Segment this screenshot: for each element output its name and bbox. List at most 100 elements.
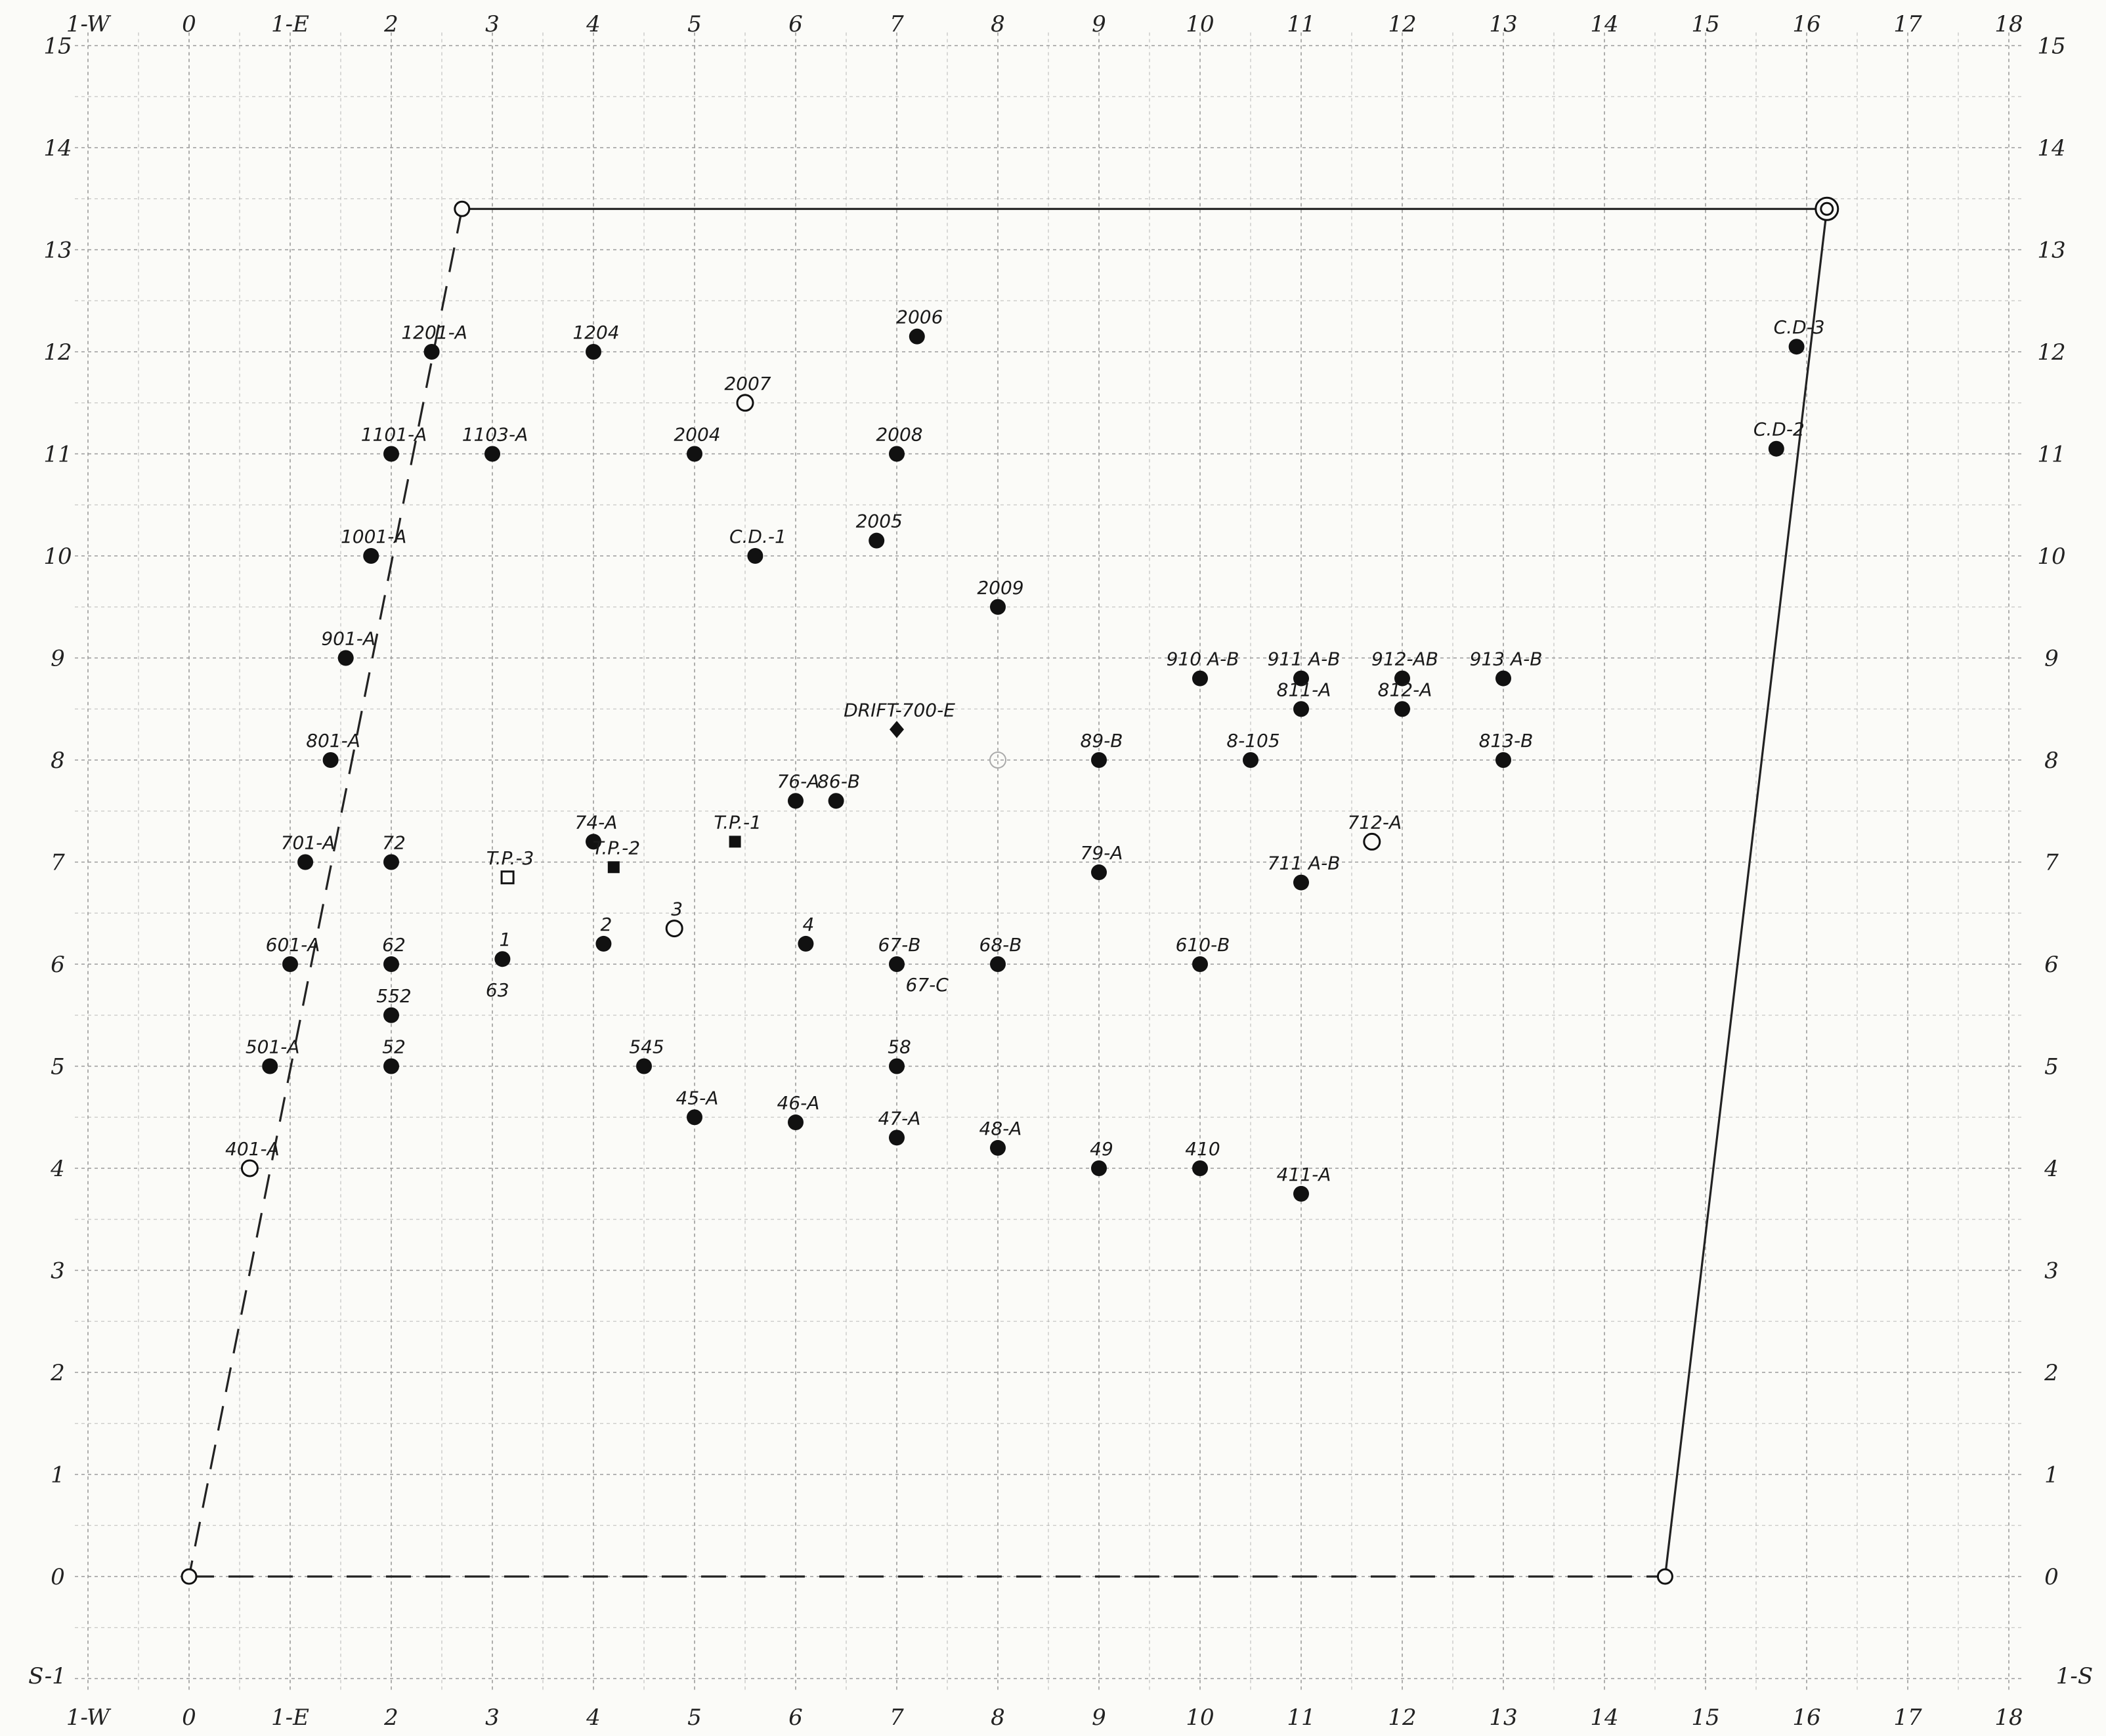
- point-601-a-label: 601-A: [266, 934, 320, 956]
- y-tick-label-right: 10: [2037, 543, 2065, 570]
- grid-lines: [75, 32, 2022, 1692]
- x-tick-label-bottom: 1-E: [271, 1704, 309, 1731]
- point-813-b-marker: [1495, 752, 1511, 768]
- point-1101-a-label: 1101-A: [361, 424, 427, 446]
- point-67-b-label: 67-B: [878, 934, 921, 956]
- point-801-a-label: 801-A: [306, 730, 360, 752]
- y-tick-label-left: 4: [50, 1156, 65, 1182]
- point-t-p-1-marker: [729, 836, 741, 848]
- point-811-a-marker: [1293, 701, 1309, 717]
- point-1201-a-label: 1201-A: [401, 322, 467, 343]
- x-tick-label-bottom: 7: [890, 1704, 904, 1731]
- point-610-b-marker: [1192, 956, 1208, 972]
- boundary-corner-marker: [1656, 1568, 1673, 1585]
- y-tick-label-left: 2: [50, 1360, 65, 1386]
- y-tick-label-right: 2: [2044, 1360, 2059, 1386]
- x-tick-label-top: 7: [890, 11, 904, 37]
- y-tick-label-left: 9: [51, 646, 65, 672]
- point-913-a-b-label: 913 A-B: [1470, 648, 1543, 670]
- point-813-b-label: 813-B: [1479, 730, 1534, 752]
- point-48-a-marker: [990, 1139, 1006, 1156]
- point-79-a-marker: [1091, 864, 1107, 881]
- point-410-marker: [1192, 1160, 1208, 1176]
- point-52-label: 52: [382, 1036, 406, 1058]
- x-tick-label-top: 17: [1893, 11, 1922, 37]
- point-2008-label: 2008: [876, 424, 922, 446]
- point-86-b-marker: [828, 793, 844, 809]
- point-811-a-label: 811-A: [1277, 679, 1331, 700]
- point-1204-label: 1204: [572, 322, 619, 343]
- point-913-a-b-marker: [1495, 670, 1511, 687]
- point-46-a-label: 46-A: [777, 1092, 820, 1114]
- point-812-a-marker: [1394, 701, 1410, 717]
- point-89-b-marker: [1091, 752, 1107, 768]
- point-t-p-2-marker: [607, 861, 620, 874]
- point-1201-a-marker: [423, 344, 440, 360]
- point-49-label: 49: [1090, 1138, 1113, 1160]
- y-tick-label-left: 10: [43, 543, 72, 570]
- point-t-p-1-label: T.P.-1: [714, 811, 762, 833]
- y-tick-label-left: 14: [43, 135, 72, 161]
- point-t-p-2-label: T.P.-2: [593, 837, 641, 858]
- point-4-label: 4: [802, 914, 814, 935]
- y-tick-label-left: 3: [51, 1258, 65, 1284]
- x-tick-label-bottom: 16: [1792, 1704, 1820, 1731]
- point-2004-marker: [687, 446, 702, 462]
- x-tick-label-top: 4: [586, 11, 601, 37]
- x-tick-label-top: 13: [1489, 11, 1517, 37]
- x-tick-label-bottom: 2: [383, 1704, 398, 1731]
- x-tick-label-bottom: 12: [1388, 1704, 1416, 1731]
- point-801-a-marker: [322, 752, 339, 768]
- point-552-label: 552: [376, 985, 411, 1007]
- point-drift-700-e-label: DRIFT-700-E: [844, 699, 955, 721]
- point-8-105-label: 8-105: [1226, 730, 1279, 752]
- point-63-label: 63: [486, 979, 509, 1001]
- point-2005-label: 2005: [856, 511, 903, 532]
- point-712-a-marker: [1363, 832, 1381, 851]
- y-tick-label-left: 0: [51, 1564, 65, 1590]
- point-2008-marker: [889, 446, 905, 462]
- x-tick-label-bottom: 18: [1994, 1704, 2023, 1731]
- point-701-a-marker: [297, 854, 314, 870]
- boundary-edge-solid: [1664, 209, 1828, 1577]
- point-912-ab-marker: [1394, 670, 1410, 687]
- point-401-a-label: 401-A: [225, 1138, 280, 1160]
- point-86-b-label: 86-B: [817, 771, 860, 792]
- point-911-a-b-marker: [1293, 670, 1309, 687]
- point-601-a-marker: [282, 956, 298, 972]
- point-545-marker: [636, 1058, 652, 1074]
- boundary-corner-marker-inner: [1820, 201, 1834, 216]
- point-74-a-label: 74-A: [575, 811, 618, 833]
- point-1101-a-marker: [383, 446, 399, 462]
- point-410-label: 410: [1185, 1138, 1220, 1160]
- point-67-b-marker: [889, 956, 905, 972]
- point-910-a-b-label: 910 A-B: [1167, 648, 1239, 670]
- point-68-b-marker: [990, 956, 1006, 972]
- y-tick-label-right: 9: [2044, 646, 2059, 672]
- point-2006-marker: [909, 328, 925, 345]
- point-711-a-b-label: 711 A-B: [1268, 853, 1341, 874]
- point-1103-a-label: 1103-A: [462, 424, 528, 446]
- point-712-a-label: 712-A: [1347, 811, 1402, 833]
- bottom-right-corner-label: 1-S: [2056, 1663, 2093, 1689]
- y-tick-label-left: 5: [51, 1054, 65, 1080]
- point-89-b-label: 89-B: [1081, 730, 1123, 752]
- x-tick-label-bottom: 1-W: [66, 1704, 112, 1731]
- point-711-a-b-marker: [1293, 874, 1309, 891]
- x-tick-label-bottom: 14: [1590, 1704, 1618, 1731]
- y-tick-label-right: 15: [2037, 33, 2065, 60]
- point-drift-700-e-marker: [890, 721, 904, 738]
- drill-hole-points: 1201-A 1204 2006 2007 1101-A 1103-A 2004 2008 10…: [225, 307, 1825, 1202]
- x-tick-label-top: 16: [1792, 11, 1820, 37]
- y-tick-label-left: 15: [43, 33, 72, 60]
- point-545-label: 545: [629, 1036, 664, 1058]
- y-tick-label-right: 14: [2037, 135, 2065, 161]
- point-701-a-label: 701-A: [281, 832, 335, 854]
- point-c-d-1-marker: [747, 548, 763, 564]
- point-62-marker: [383, 956, 399, 972]
- x-tick-label-top: 10: [1186, 11, 1214, 37]
- point-47-a-label: 47-A: [878, 1107, 921, 1129]
- point-72-label: 72: [382, 832, 406, 854]
- x-tick-label-top: 12: [1388, 11, 1416, 37]
